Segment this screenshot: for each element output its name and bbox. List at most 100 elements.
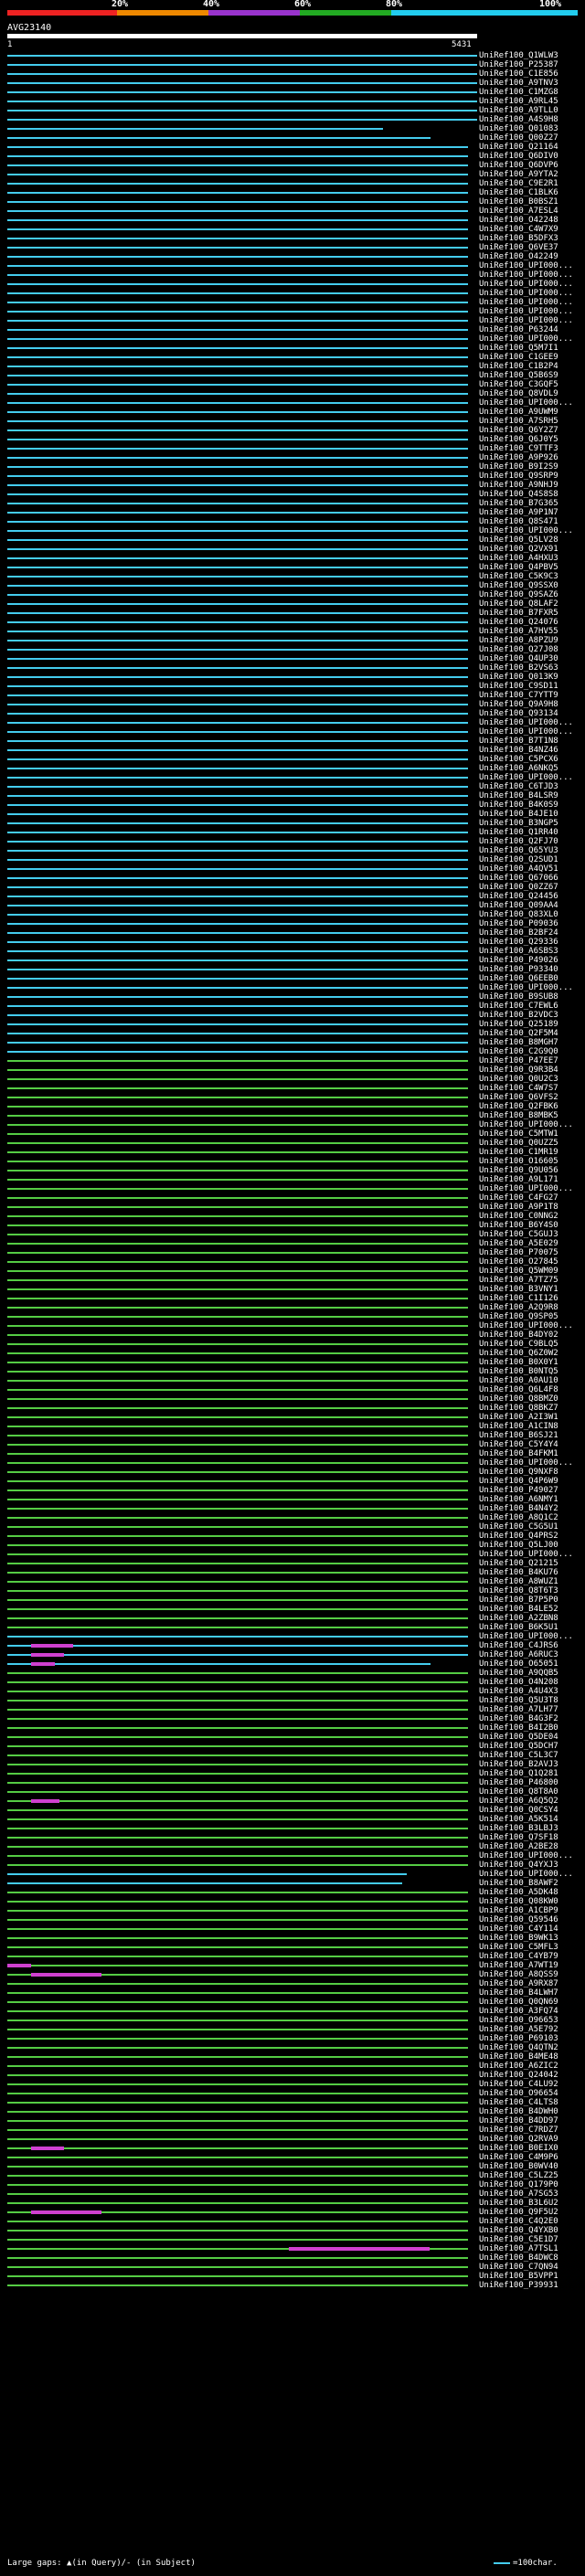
alignment-line[interactable] (7, 228, 468, 230)
alignment-line[interactable] (7, 1179, 468, 1181)
hit-row[interactable]: UniRef100_P49027 (0, 1486, 585, 1495)
hit-label[interactable]: UniRef100_Q9A9H8 (479, 700, 558, 709)
alignment-line[interactable] (7, 530, 468, 532)
hit-label[interactable]: UniRef100_A4HXU3 (479, 554, 558, 563)
hit-label[interactable]: UniRef100_O16605 (479, 1157, 558, 1166)
hit-label[interactable]: UniRef100_Q5M7I1 (479, 344, 558, 353)
hit-label[interactable]: UniRef100_A9P1N7 (479, 508, 558, 517)
alignment-line[interactable] (7, 1928, 468, 1930)
alignment-line[interactable] (7, 219, 468, 221)
alignment-line[interactable] (7, 1553, 468, 1555)
hit-label[interactable]: UniRef100_C4LTS8 (479, 2098, 558, 2107)
hit-label[interactable]: UniRef100_A7TZ75 (479, 1276, 558, 1285)
hit-row[interactable]: UniRef100_Q2F5M4 (0, 1029, 585, 1038)
alignment-line[interactable] (7, 2157, 468, 2158)
alignment-line[interactable] (7, 174, 468, 175)
alignment-line[interactable] (7, 1279, 468, 1281)
alignment-line[interactable] (7, 2211, 468, 2213)
alignment-line[interactable] (7, 155, 468, 157)
hit-label[interactable]: UniRef100_O42249 (479, 252, 558, 261)
alignment-line[interactable] (7, 1590, 468, 1592)
hit-label[interactable]: UniRef100_A3FQ74 (479, 2007, 558, 2016)
hit-label[interactable]: UniRef100_A9TNV3 (479, 79, 558, 88)
hit-row[interactable]: UniRef100_A6ZIC2 (0, 2062, 585, 2071)
alignment-line[interactable] (7, 1005, 468, 1007)
hit-row[interactable]: UniRef100_A0AU10 (0, 1376, 585, 1385)
alignment-line[interactable] (7, 2275, 468, 2277)
hit-row[interactable]: UniRef100_Q9R3B4 (0, 1065, 585, 1075)
hit-label[interactable]: UniRef100_A5E792 (479, 2025, 558, 2034)
hit-row[interactable]: UniRef100_Q24076 (0, 618, 585, 627)
alignment-line[interactable] (7, 694, 468, 696)
hit-label[interactable]: UniRef100_Q6VFS2 (479, 1093, 558, 1102)
hit-row[interactable]: UniRef100_Q00Z27 (0, 133, 585, 143)
hit-label[interactable]: UniRef100_Q9R3B4 (479, 1065, 558, 1075)
hit-label[interactable]: UniRef100_B4K0S9 (479, 800, 558, 810)
hit-row[interactable]: UniRef100_B0X0Y1 (0, 1358, 585, 1367)
hit-row[interactable]: UniRef100_B9I2S9 (0, 462, 585, 472)
alignment-line[interactable] (7, 1224, 468, 1226)
alignment-line[interactable] (7, 110, 477, 111)
hit-label[interactable]: UniRef100_B9WK13 (479, 1934, 558, 1943)
hit-row[interactable]: UniRef100_C4Y114 (0, 1924, 585, 1934)
hit-row[interactable]: UniRef100_Q65YU3 (0, 846, 585, 855)
hit-label[interactable]: UniRef100_Q0UZZ5 (479, 1139, 558, 1148)
alignment-line[interactable] (7, 1343, 468, 1345)
hit-row[interactable]: UniRef100_A7TSL1 (0, 2244, 585, 2253)
hit-row[interactable]: UniRef100_Q5LV28 (0, 535, 585, 545)
hit-row[interactable]: UniRef100_UPI000... (0, 1632, 585, 1641)
hit-label[interactable]: UniRef100_Q6DVP6 (479, 161, 558, 170)
alignment-line[interactable] (7, 1791, 468, 1793)
alignment-line[interactable] (7, 1352, 468, 1354)
hit-row[interactable]: UniRef100_UPI000... (0, 1321, 585, 1330)
alignment-line[interactable] (7, 1252, 468, 1254)
hit-row[interactable]: UniRef100_C4W7S7 (0, 1084, 585, 1093)
alignment-line[interactable] (7, 941, 468, 943)
hit-row[interactable]: UniRef100_Q8T8A0 (0, 1787, 585, 1797)
hit-label[interactable]: UniRef100_Q6VE37 (479, 243, 558, 252)
hit-label[interactable]: UniRef100_B4FKM1 (479, 1449, 558, 1458)
hit-row[interactable]: UniRef100_B4DD97 (0, 2116, 585, 2125)
hit-row[interactable]: UniRef100_A4U4X3 (0, 1687, 585, 1696)
hit-row[interactable]: UniRef100_UPI000... (0, 289, 585, 298)
hit-row[interactable]: UniRef100_C5MFL3 (0, 1943, 585, 1952)
hit-row[interactable]: UniRef100_UPI000... (0, 1184, 585, 1193)
hit-row[interactable]: UniRef100_UPI000... (0, 1870, 585, 1879)
alignment-line[interactable] (7, 1462, 468, 1464)
alignment-line[interactable] (7, 1161, 468, 1162)
alignment-line[interactable] (7, 1645, 468, 1647)
hit-row[interactable]: UniRef100_Q5LJ00 (0, 1541, 585, 1550)
hit-row[interactable]: UniRef100_A6Q5Q2 (0, 1797, 585, 1806)
hit-label[interactable]: UniRef100_C4JRS6 (479, 1641, 558, 1650)
hit-row[interactable]: UniRef100_Q2SUD1 (0, 855, 585, 864)
hit-row[interactable]: UniRef100_P49026 (0, 956, 585, 965)
hit-row[interactable]: UniRef100_Q9NXF8 (0, 1468, 585, 1477)
alignment-line[interactable] (7, 603, 468, 605)
hit-label[interactable]: UniRef100_UPI000... (479, 1184, 573, 1193)
hit-row[interactable]: UniRef100_A2ZBN8 (0, 1614, 585, 1623)
hit-label[interactable]: UniRef100_B4DD97 (479, 2116, 558, 2125)
hit-label[interactable]: UniRef100_C4M9P6 (479, 2153, 558, 2162)
alignment-line[interactable] (7, 1654, 468, 1656)
hit-label[interactable]: UniRef100_Q9U056 (479, 1166, 558, 1175)
hit-label[interactable]: UniRef100_Q83XL0 (479, 910, 558, 919)
hit-row[interactable]: UniRef100_A9L171 (0, 1175, 585, 1184)
hit-row[interactable]: UniRef100_Q2RVA9 (0, 2135, 585, 2144)
hit-row[interactable]: UniRef100_UPI000... (0, 1458, 585, 1468)
hit-label[interactable]: UniRef100_A7HV55 (479, 627, 558, 636)
hit-label[interactable]: UniRef100_Q08KW0 (479, 1897, 558, 1906)
hit-row[interactable]: UniRef100_Q6Y2Z7 (0, 426, 585, 435)
alignment-line[interactable] (7, 557, 468, 559)
hit-row[interactable]: UniRef100_Q24456 (0, 892, 585, 901)
hit-row[interactable]: UniRef100_C1I126 (0, 1294, 585, 1303)
hit-row[interactable]: UniRef100_A5K514 (0, 1815, 585, 1824)
alignment-line[interactable] (7, 1471, 468, 1473)
hit-label[interactable]: UniRef100_B0BSZ1 (479, 197, 558, 207)
hit-row[interactable]: UniRef100_C5K9C3 (0, 572, 585, 581)
hit-row[interactable]: UniRef100_A9QQB5 (0, 1669, 585, 1678)
hit-label[interactable]: UniRef100_P70075 (479, 1248, 558, 1257)
hit-row[interactable]: UniRef100_C9E2R1 (0, 179, 585, 188)
hit-row[interactable]: UniRef100_A9YTA2 (0, 170, 585, 179)
hit-label[interactable]: UniRef100_A2I3W1 (479, 1413, 558, 1422)
hit-row[interactable]: UniRef100_A5E792 (0, 2025, 585, 2034)
